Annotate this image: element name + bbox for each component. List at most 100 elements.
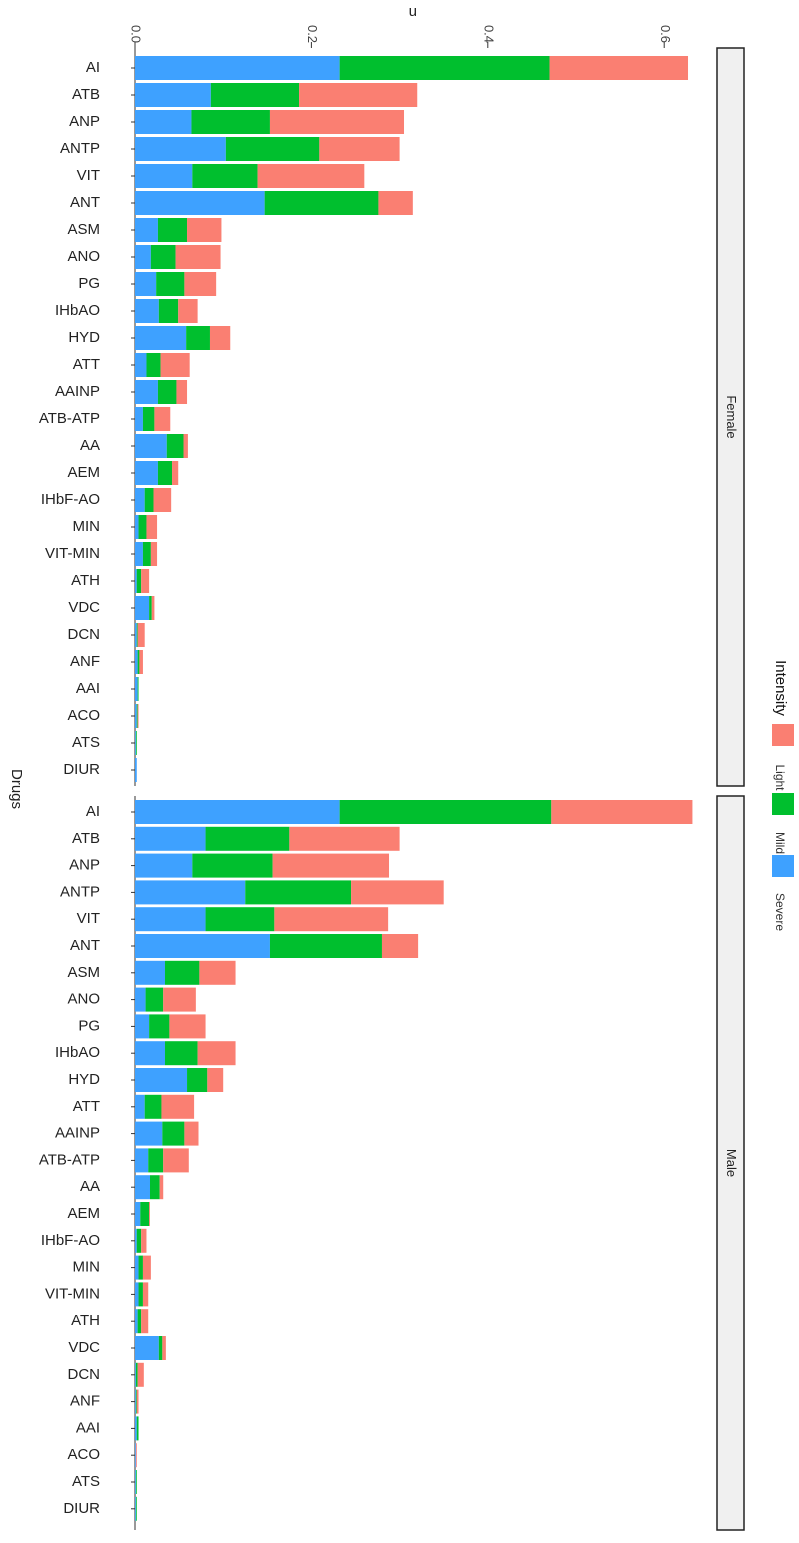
x-tick-label: 0.4 bbox=[481, 25, 496, 43]
y-tick-label: ATS bbox=[72, 1473, 100, 1490]
bar-segment-severe bbox=[135, 191, 265, 215]
bar-segment-mild bbox=[136, 623, 138, 647]
bar-segment-light bbox=[269, 110, 405, 134]
bar-segment-mild bbox=[145, 987, 164, 1012]
bar-segment-mild bbox=[157, 218, 188, 242]
y-tick-label: VDC bbox=[68, 1339, 100, 1356]
facet-strip bbox=[716, 795, 745, 1531]
bar-segment-severe bbox=[135, 934, 270, 958]
bar-segment-severe bbox=[135, 1121, 163, 1146]
bar-segment-severe bbox=[135, 1148, 149, 1173]
y-tick-label: AAINP bbox=[55, 1125, 100, 1142]
bar-segment-light bbox=[257, 164, 365, 188]
y-tick-label: VIT-MIN bbox=[45, 1285, 100, 1302]
bar-segment-severe bbox=[135, 434, 167, 458]
y-tick-label: ATS bbox=[72, 734, 100, 751]
y-tick-label: ATB-ATP bbox=[39, 410, 100, 427]
bar-segment-mild bbox=[137, 1309, 142, 1334]
bar-segment-mild bbox=[225, 137, 320, 161]
bar-segment-mild bbox=[150, 245, 176, 269]
bar-segment-mild bbox=[149, 1175, 160, 1200]
bar-segment-severe bbox=[135, 353, 147, 377]
bar-segment-severe bbox=[135, 1041, 165, 1066]
y-tick-label: ASM bbox=[67, 221, 100, 238]
bar-segment-light bbox=[150, 542, 158, 566]
bar-segment-light bbox=[274, 907, 389, 932]
bar-segment-light bbox=[161, 1094, 195, 1119]
bar-segment-severe bbox=[135, 1014, 150, 1039]
y-tick-label: IHbF-AO bbox=[41, 491, 100, 508]
bar-segment-severe bbox=[135, 1443, 136, 1468]
bar-segment-severe bbox=[135, 987, 146, 1012]
bar-segment-mild bbox=[142, 542, 151, 566]
y-tick-label: AA bbox=[80, 1178, 100, 1195]
bar-segment-light bbox=[169, 1014, 206, 1039]
y-tick-label: ACO bbox=[67, 707, 100, 724]
bar-segment-mild bbox=[135, 1496, 137, 1521]
bar-segment-mild bbox=[164, 1041, 198, 1066]
bar-segment-severe bbox=[135, 758, 137, 782]
y-tick-label: DCN bbox=[68, 626, 101, 643]
bar-segment-light bbox=[175, 245, 221, 269]
bar-segment-light bbox=[137, 1362, 144, 1387]
bar-segment-severe bbox=[135, 272, 157, 296]
y-tick-label: AAINP bbox=[55, 383, 100, 400]
y-tick-label: PG bbox=[78, 1017, 100, 1034]
y-tick-label: ATT bbox=[73, 1098, 100, 1115]
bar-segment-light bbox=[142, 1282, 149, 1307]
bar-segment-mild bbox=[138, 1255, 143, 1280]
y-tick-label: DIUR bbox=[63, 1500, 100, 1517]
y-tick-label: ANTP bbox=[60, 140, 100, 157]
bar-segment-light bbox=[351, 880, 444, 905]
bar-segment-mild bbox=[135, 1362, 138, 1387]
bar-segment-light bbox=[146, 515, 158, 539]
bar-segment-light bbox=[551, 800, 693, 824]
bar-segment-severe bbox=[135, 407, 143, 431]
bar-segment-mild bbox=[144, 1094, 162, 1119]
bar-segment-light bbox=[160, 353, 190, 377]
bar-segment-light bbox=[137, 704, 139, 728]
y-tick-label: ANF bbox=[70, 653, 100, 670]
bar-segment-mild bbox=[136, 704, 138, 728]
bar-segment-light bbox=[187, 218, 222, 242]
bar-segment-mild bbox=[166, 434, 184, 458]
bar-segment-light bbox=[141, 569, 150, 593]
legend-swatch-severe bbox=[772, 855, 794, 877]
legend-label-severe: Severe bbox=[773, 893, 787, 931]
bar-segment-light bbox=[163, 1148, 189, 1173]
y-tick-label: MIN bbox=[73, 518, 101, 535]
y-tick-label: ATB-ATP bbox=[39, 1151, 100, 1168]
bar-segment-severe bbox=[135, 380, 158, 404]
bar-segment-light bbox=[136, 1389, 139, 1414]
y-tick-label: VIT bbox=[77, 910, 100, 927]
bar-segment-mild bbox=[157, 461, 173, 485]
y-tick-label: ANF bbox=[70, 1393, 100, 1410]
bar-segment-severe bbox=[135, 326, 187, 350]
bar-segment-light bbox=[162, 1336, 166, 1360]
bar-segment-mild bbox=[162, 1121, 185, 1146]
legend-swatch-light bbox=[772, 724, 794, 746]
bar-segment-mild bbox=[192, 853, 273, 878]
bar-segment-mild bbox=[205, 907, 275, 932]
bar-segment-light bbox=[153, 488, 172, 512]
x-tick-label: 0.6 bbox=[658, 25, 673, 43]
bar-segment-severe bbox=[135, 164, 193, 188]
y-tick-label: ASM bbox=[67, 964, 100, 981]
bar-segment-severe bbox=[135, 1496, 136, 1521]
y-tick-label: VDC bbox=[68, 599, 100, 616]
bar-segment-light bbox=[139, 650, 143, 674]
bar-segment-severe bbox=[135, 1389, 136, 1414]
bar-segment-severe bbox=[135, 650, 138, 674]
bar-segment-mild bbox=[191, 110, 270, 134]
y-tick-label: AEM bbox=[67, 464, 100, 481]
bar-segment-mild bbox=[146, 353, 161, 377]
bar-segment-light bbox=[163, 987, 196, 1012]
bar-segment-mild bbox=[137, 677, 139, 701]
y-tick-label: IHbAO bbox=[55, 302, 100, 319]
bar-segment-severe bbox=[135, 461, 158, 485]
bar-segment-severe bbox=[135, 907, 206, 932]
bar-segment-light bbox=[289, 826, 400, 851]
bar-segment-severe bbox=[135, 1094, 145, 1119]
bar-segment-mild bbox=[135, 1389, 137, 1414]
